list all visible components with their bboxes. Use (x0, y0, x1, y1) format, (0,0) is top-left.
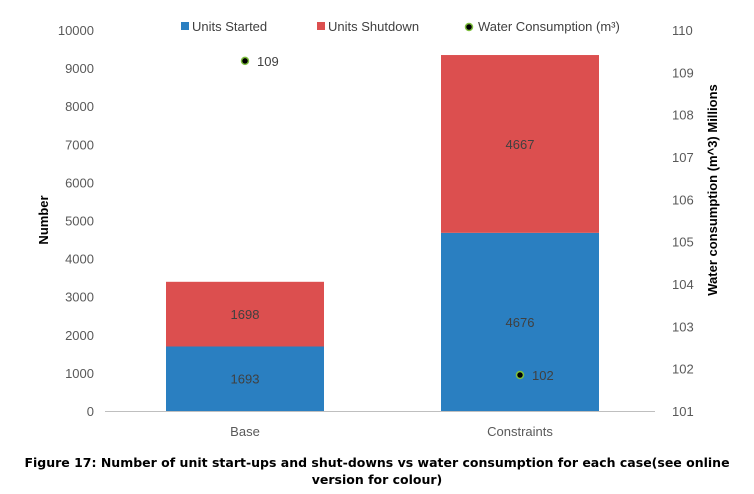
y2-tick-label: 106 (672, 192, 694, 207)
y-tick-label: 6000 (65, 175, 94, 190)
y2-tick-label: 101 (672, 404, 694, 419)
figure-caption: Figure 17: Number of unit start-ups and … (24, 455, 730, 487)
bar-units-shutdown (166, 281, 324, 347)
legend-label: Units Started (192, 19, 267, 34)
y-tick-label: 9000 (65, 61, 94, 76)
water-consumption-point (240, 56, 250, 66)
legend-marker (464, 22, 474, 32)
y2-tick-label: 103 (672, 319, 694, 334)
x-tick-label: Base (230, 424, 260, 439)
y2-axis-title: Water consumption (m^3) Millions (705, 84, 720, 296)
bar-data-label: 1698 (231, 307, 260, 322)
water-consumption-point (515, 370, 525, 380)
y-tick-label: 0 (87, 404, 94, 419)
bar-data-label: 4667 (506, 137, 535, 152)
y2-tick-label: 105 (672, 235, 694, 250)
y-tick-label: 1000 (65, 366, 94, 381)
y-tick-label: 5000 (65, 214, 94, 229)
legend-swatch (317, 22, 325, 30)
y2-tick-label: 109 (672, 65, 694, 80)
x-tick-label: Constraints (487, 424, 553, 439)
chart: 0 1000 2000 3000 4000 5000 6000 7000 8000 9000 100… (36, 19, 720, 439)
bar-data-label: 4676 (506, 315, 535, 330)
y-tick-label: 8000 (65, 99, 94, 114)
bar-units-started (166, 346, 324, 411)
y2-tick-label: 110 (672, 23, 693, 38)
bar-data-label: 1693 (231, 372, 260, 387)
y-tick-label: 10000 (58, 23, 94, 38)
y2-tick-label: 108 (672, 108, 694, 123)
y-tick-label: 7000 (65, 137, 94, 152)
legend-swatch (181, 22, 189, 30)
y-tick-label: 4000 (65, 252, 94, 267)
point-data-label: 102 (532, 368, 554, 383)
y-axis-title: Number (36, 195, 51, 244)
y-tick-label: 2000 (65, 328, 94, 343)
y2-tick-label: 102 (672, 362, 694, 377)
legend-label: Units Shutdown (328, 19, 419, 34)
bar-units-started (441, 232, 599, 411)
legend-label: Water Consumption (m³) (478, 19, 620, 34)
y2-tick-label: 104 (672, 277, 694, 292)
y-tick-label: 3000 (65, 290, 94, 305)
point-data-label: 109 (257, 54, 279, 69)
y2-tick-label: 107 (672, 150, 694, 165)
bar-units-shutdown (441, 55, 599, 233)
